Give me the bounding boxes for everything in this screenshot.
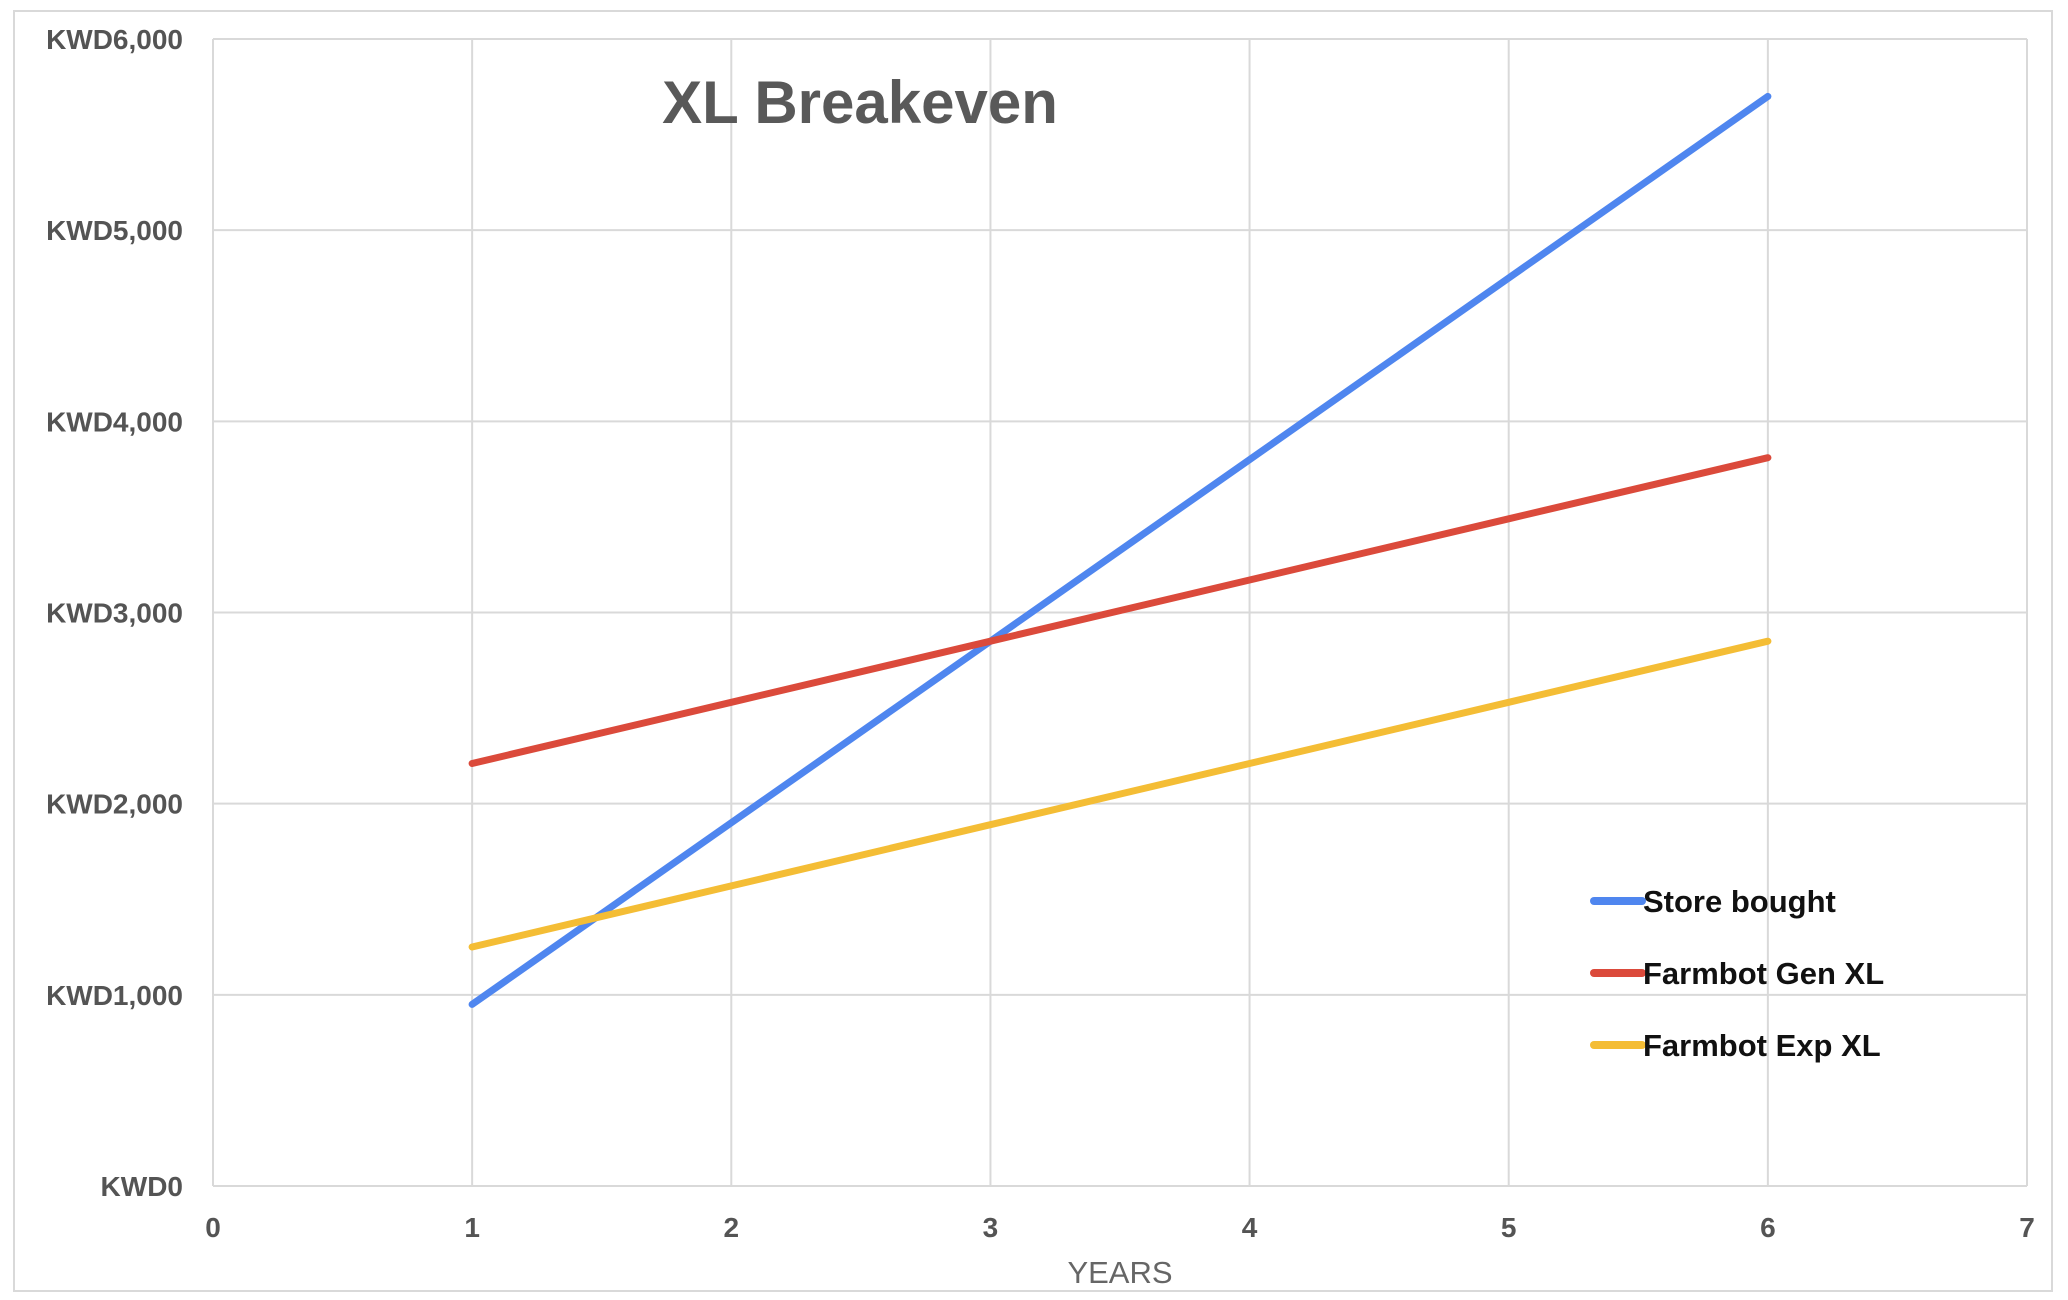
series-line-store-bought — [468, 92, 1772, 1008]
y-tick-label: KWD4,000 — [46, 406, 183, 437]
x-tick-label: 3 — [983, 1212, 999, 1243]
gridlines — [212, 38, 2028, 1187]
chart-frame — [13, 10, 2053, 1292]
legend: Store bought Farmbot Gen XL Farmbot Exp XL — [1590, 884, 1884, 1063]
x-tick-label: 1 — [464, 1212, 480, 1243]
series-line-farmbot-gen-xl — [468, 454, 1772, 767]
y-tick-label: KWD3,000 — [46, 598, 183, 629]
chart-title: XL Breakeven — [662, 69, 1058, 136]
x-tick-label: 6 — [1760, 1212, 1776, 1243]
y-tick-label: KWD2,000 — [46, 789, 183, 820]
series-line-farmbot-exp-xl — [468, 637, 1772, 951]
legend-label: Store bought — [1643, 884, 1836, 919]
x-tick-label: 7 — [2019, 1212, 2035, 1243]
series-lines — [468, 92, 1772, 1008]
x-tick-label: 2 — [723, 1212, 739, 1243]
legend-label: Farmbot Gen XL — [1643, 956, 1884, 991]
x-axis-ticks: 0 1 2 3 4 5 6 7 — [205, 1212, 2035, 1243]
y-axis-ticks: KWD0 KWD1,000 KWD2,000 KWD3,000 KWD4,000 KWD5… — [46, 24, 183, 1202]
x-axis-label: YEARS — [1067, 1255, 1172, 1290]
y-tick-label: KWD6,000 — [46, 24, 183, 55]
x-tick-label: 5 — [1501, 1212, 1517, 1243]
y-tick-label: KWD1,000 — [46, 980, 183, 1011]
x-tick-label: 4 — [1242, 1212, 1258, 1243]
y-tick-label: KWD0 — [101, 1171, 183, 1202]
y-tick-label: KWD5,000 — [46, 215, 183, 246]
legend-label: Farmbot Exp XL — [1643, 1028, 1881, 1063]
x-tick-label: 0 — [205, 1212, 221, 1243]
